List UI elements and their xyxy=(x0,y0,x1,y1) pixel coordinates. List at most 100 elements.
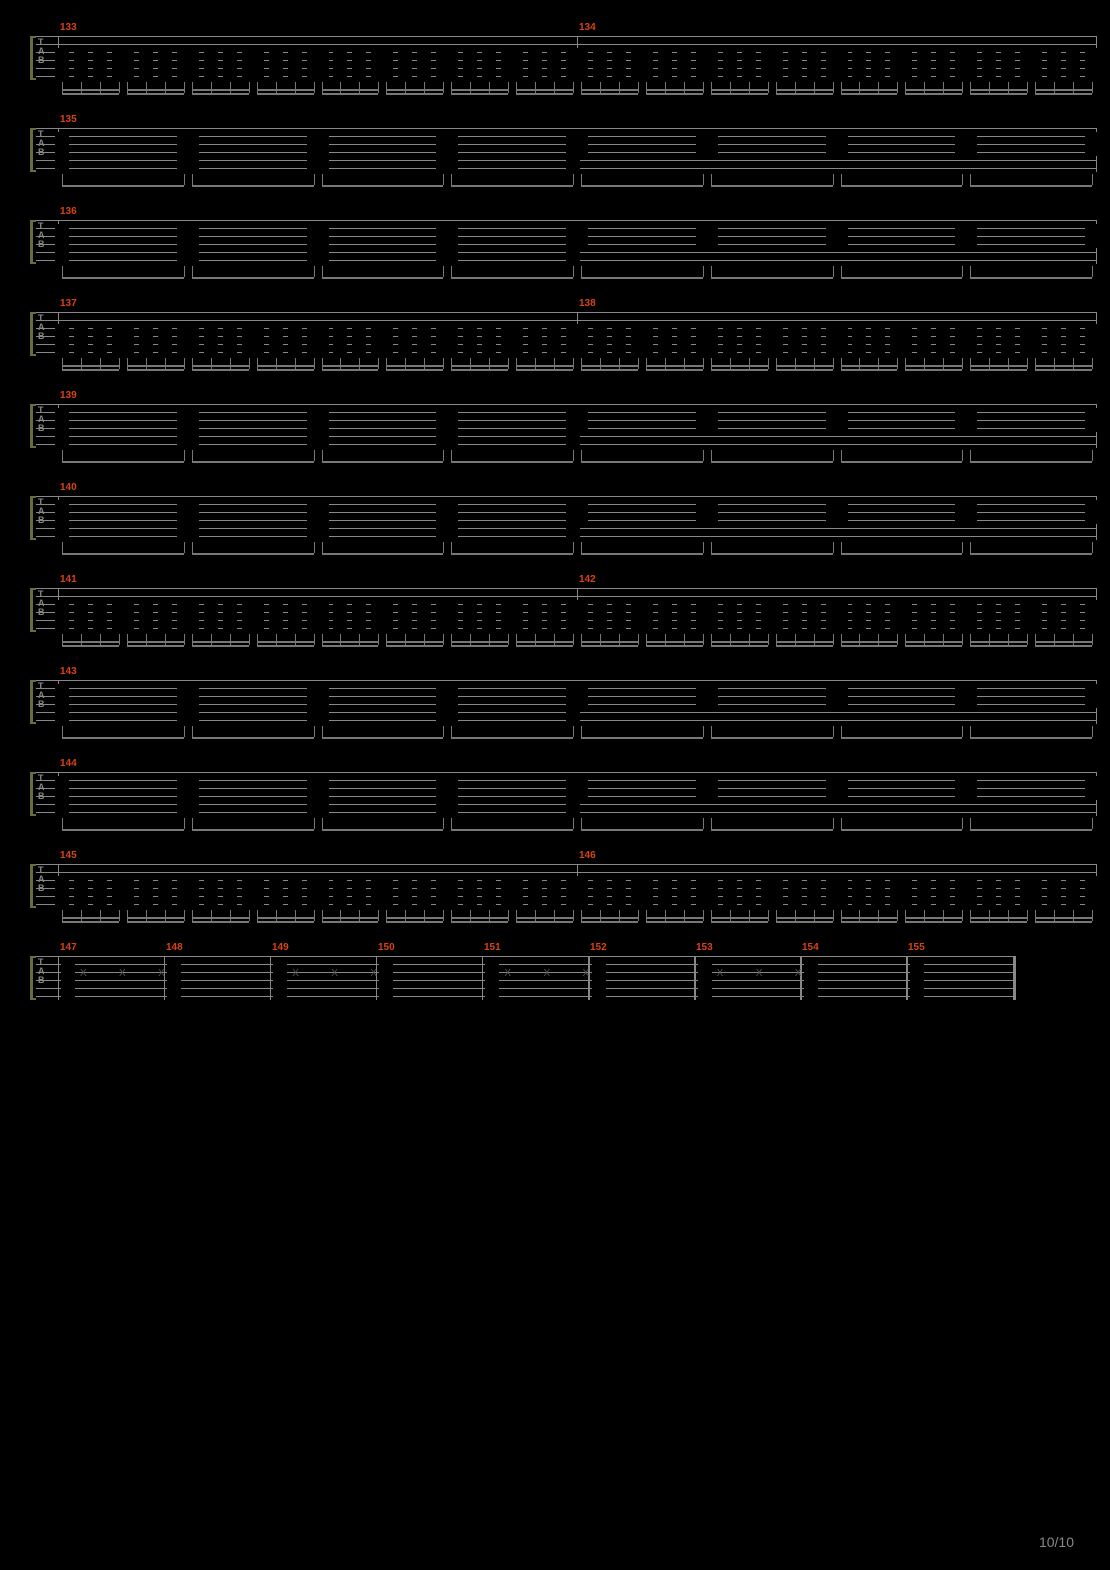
beam-group xyxy=(711,266,833,280)
fret-number: 3 xyxy=(352,624,366,632)
fret-number: 3 xyxy=(963,72,977,80)
beam-group xyxy=(62,818,184,832)
beam-group xyxy=(841,174,963,188)
fret-number: 3 xyxy=(612,624,626,632)
fret-number: 12 xyxy=(834,792,848,800)
tab-clef-label: TAB xyxy=(38,222,45,249)
fret-number: 3 xyxy=(158,900,172,908)
fret-number: 3 xyxy=(547,624,561,632)
beam-group xyxy=(127,358,184,372)
fret-number: 3 xyxy=(509,624,523,632)
fret-number: 3 xyxy=(639,72,653,80)
measure-number: 149 xyxy=(272,942,289,953)
fret-number: 3 xyxy=(417,624,431,632)
fret-number: 3 xyxy=(834,624,848,632)
fret-number: 3 xyxy=(417,348,431,356)
beam-group xyxy=(451,542,573,556)
fret-number: 3 xyxy=(917,348,931,356)
fret-number: 3 xyxy=(444,624,458,632)
fret-number: 0 xyxy=(315,164,329,172)
beam-group xyxy=(841,266,963,280)
fret-number: 3 xyxy=(482,900,496,908)
tab-clef-label: TAB xyxy=(38,774,45,801)
measure-number: 148 xyxy=(166,942,183,953)
fret-number: 12 xyxy=(1085,424,1099,432)
fret-number: 3 xyxy=(612,900,626,908)
fret-number: 12 xyxy=(963,148,977,156)
fret-number: 3 xyxy=(93,900,107,908)
tab-clef-label: TAB xyxy=(38,866,45,893)
fret-number: 3 xyxy=(639,624,653,632)
beam-group xyxy=(905,910,962,924)
beam-group xyxy=(516,634,573,648)
tab-clef-label: TAB xyxy=(38,130,45,157)
fret-number: 3 xyxy=(120,72,134,80)
fret-number: 3 xyxy=(185,72,199,80)
beam-group xyxy=(451,818,573,832)
tremolo-mark: X xyxy=(80,968,87,979)
fret-number: 0 xyxy=(55,164,69,172)
measure-number: 141 xyxy=(60,574,77,585)
barline xyxy=(58,956,59,1000)
fret-number: 3 xyxy=(574,624,588,632)
fret-number: 3 xyxy=(1047,348,1061,356)
fret-number: 3 xyxy=(398,348,412,356)
beam-group xyxy=(192,634,249,648)
fret-number: 12 xyxy=(1085,148,1099,156)
fret-number: 0 xyxy=(55,440,69,448)
beam-group xyxy=(192,450,314,464)
fret-number: 0 xyxy=(185,256,199,264)
fret-number: 0 xyxy=(273,992,287,1000)
fret-number: 3 xyxy=(898,900,912,908)
beam-group xyxy=(776,82,833,96)
measure-number: 144 xyxy=(60,758,77,769)
fret-number: 3 xyxy=(1001,348,1015,356)
measure-number: 140 xyxy=(60,482,77,493)
tremolo-mark: X xyxy=(370,968,377,979)
beam-group xyxy=(192,82,249,96)
measure-number: 146 xyxy=(579,850,596,861)
fret-number: 3 xyxy=(185,900,199,908)
fret-number: 3 xyxy=(612,348,626,356)
beam-group xyxy=(581,726,703,740)
beam-group xyxy=(62,450,184,464)
tab-system: 135TABxx1200xx1200xx1200xx1200xx1200xx12… xyxy=(36,128,1074,172)
beam-group xyxy=(322,266,444,280)
fret-number: 3 xyxy=(139,900,153,908)
fret-number: 3 xyxy=(574,72,588,80)
beam-group xyxy=(970,542,1092,556)
beam-group xyxy=(970,726,1092,740)
tab-system: 137138TAB5533553355335533553355335533553… xyxy=(36,312,1074,356)
beam-group xyxy=(711,542,833,556)
fret-number: 3 xyxy=(139,348,153,356)
beam-group xyxy=(451,174,573,188)
fret-number: 3 xyxy=(677,900,691,908)
fret-number: 3 xyxy=(769,348,783,356)
measure-number: 138 xyxy=(579,298,596,309)
fret-number: 3 xyxy=(723,624,737,632)
fret-number: 3 xyxy=(788,624,802,632)
fret-number: 3 xyxy=(444,900,458,908)
fret-number: 3 xyxy=(936,900,950,908)
fret-number: 3 xyxy=(120,348,134,356)
fret-number: 0 xyxy=(910,992,924,1000)
tab-clef-label: TAB xyxy=(38,314,45,341)
beam-group xyxy=(386,82,443,96)
fret-number: 3 xyxy=(315,900,329,908)
fret-number: 12 xyxy=(574,148,588,156)
barline xyxy=(1013,956,1016,1000)
tab-clef-label: TAB xyxy=(38,958,45,985)
beam-group xyxy=(62,910,119,924)
fret-number: 12 xyxy=(1085,792,1099,800)
beam-group xyxy=(776,634,833,648)
fret-number: 3 xyxy=(769,72,783,80)
fret-number: 3 xyxy=(1028,624,1042,632)
fret-number: 12 xyxy=(834,700,848,708)
beam-group xyxy=(127,634,184,648)
beam-group xyxy=(257,358,314,372)
fret-number: 3 xyxy=(352,348,366,356)
fret-number: 12 xyxy=(704,240,718,248)
fret-number: 3 xyxy=(55,72,69,80)
beam-group xyxy=(451,82,508,96)
fret-number: 3 xyxy=(352,72,366,80)
